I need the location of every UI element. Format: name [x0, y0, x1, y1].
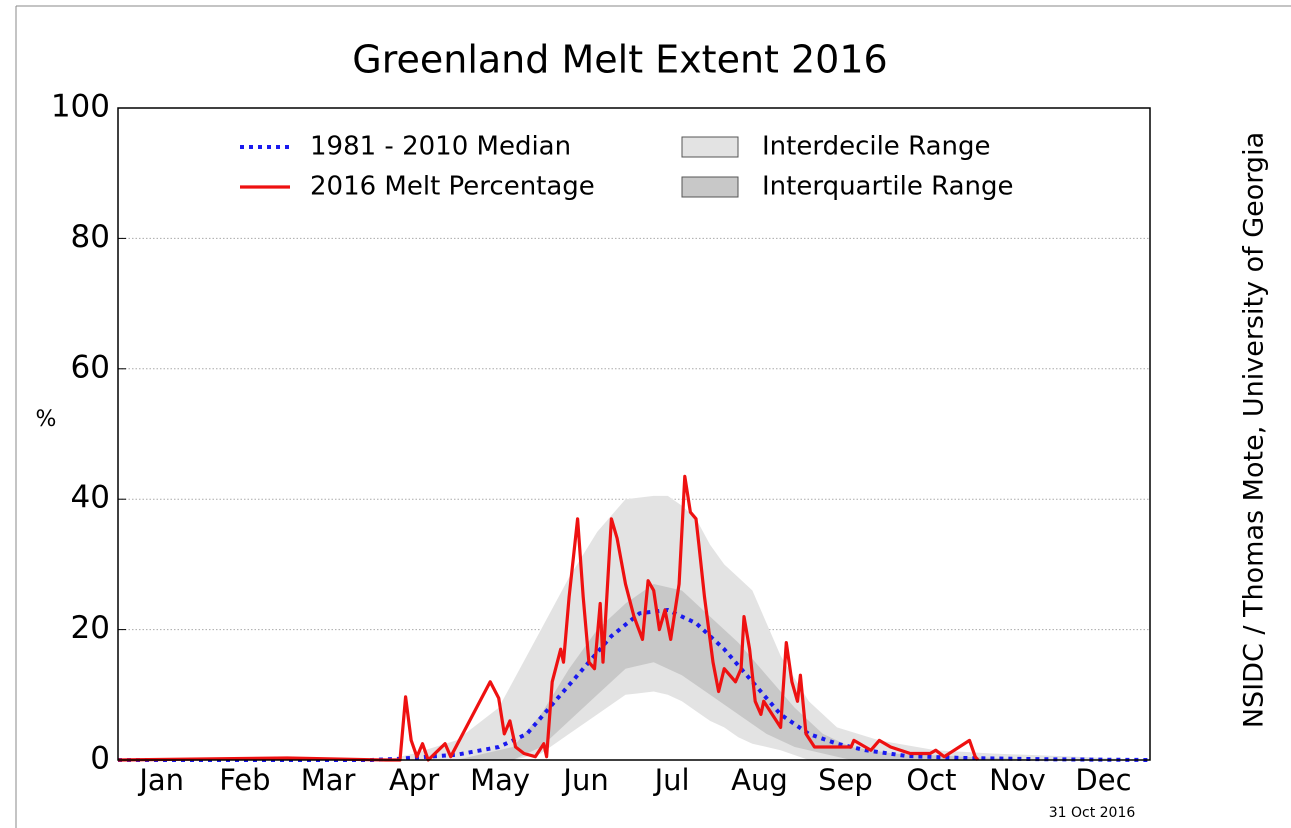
y-tick-label: 40	[71, 480, 110, 516]
plot-frame	[117, 107, 1151, 761]
legend-label: 1981 - 2010 Median	[310, 132, 571, 162]
legend-label: Interquartile Range	[762, 172, 1013, 202]
median-line	[118, 608, 1151, 762]
x-tick-label: Oct	[906, 763, 956, 797]
y-tick-label: 100	[51, 89, 110, 125]
legend-swatch	[681, 176, 739, 198]
y-axis-label: %	[36, 407, 57, 432]
legend-label: Interdecile Range	[762, 132, 990, 162]
legend-swatch	[681, 136, 739, 158]
x-tick-label: Apr	[389, 763, 439, 797]
credit: NSIDC / Thomas Mote, University of Georg…	[1239, 132, 1270, 728]
x-tick-label: Aug	[731, 763, 788, 797]
legend-label: 2016 Melt Percentage	[310, 172, 595, 202]
y-tick-label: 20	[71, 610, 110, 646]
x-tick-label: May	[470, 763, 530, 797]
x-tick-label: Mar	[301, 763, 356, 797]
chart-title: Greenland Melt Extent 2016	[352, 38, 887, 82]
x-tick-label: Jun	[561, 763, 608, 797]
x-tick-label: Jan	[137, 763, 184, 797]
x-tick-label: Feb	[219, 763, 270, 797]
x-tick-label: Dec	[1075, 763, 1131, 797]
y-tick-label: 80	[71, 219, 110, 255]
date-note: 31 Oct 2016	[1049, 805, 1136, 821]
x-tick-label: Sep	[818, 763, 873, 797]
melt-line	[117, 474, 980, 762]
y-tick-label: 60	[71, 349, 110, 385]
x-tick-label: Jul	[653, 763, 690, 797]
x-tick-label: Nov	[989, 763, 1046, 797]
y-tick-label: 0	[90, 741, 110, 777]
